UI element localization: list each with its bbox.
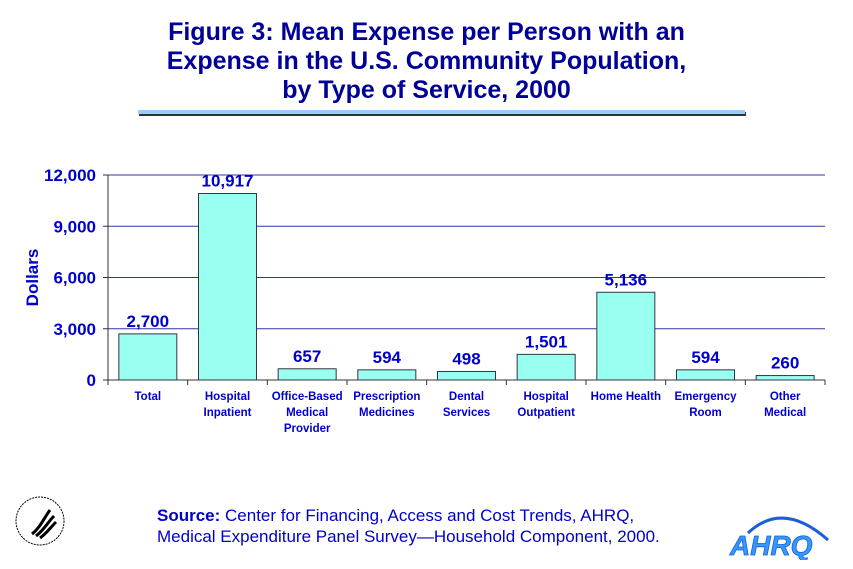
source-label: Source: [157, 506, 221, 525]
x-tick-label: Hospital Inpatient [204, 391, 252, 419]
hhs-logo [15, 496, 65, 546]
y-tick-label: 9,000 [53, 217, 96, 236]
x-tick-label: Other Medical [764, 391, 806, 419]
source-note: Source: Center for Financing, Access and… [157, 505, 660, 547]
data-label: 5,136 [605, 270, 648, 289]
data-label: 594 [373, 348, 402, 367]
source-text: Center for Financing, Access and Cost Tr… [220, 506, 635, 525]
data-label: 1,501 [525, 332, 568, 351]
y-axis-label: Dollars [23, 249, 42, 307]
x-tick-label: Home Health [591, 391, 661, 403]
chart-title: Figure 3: Mean Expense per Person with a… [166, 18, 687, 104]
data-label: 594 [691, 348, 720, 367]
bar [118, 333, 178, 381]
data-label: 260 [771, 354, 799, 373]
data-label: 10,917 [202, 172, 254, 191]
bar [437, 370, 496, 381]
x-tick-label: Emergency Room [674, 391, 737, 419]
bar [277, 368, 337, 381]
y-tick-label: 6,000 [53, 269, 96, 288]
x-tick-label: Office-Based Medical Provider [272, 391, 343, 435]
bar [676, 369, 735, 381]
bar [516, 353, 576, 381]
y-tick-label: 0 [87, 371, 96, 390]
x-tick-label: Dental Services [443, 391, 490, 419]
x-tick-label: Prescription Medicines [353, 391, 420, 419]
source-text-line2: Medical Expenditure Panel Survey—Househo… [157, 527, 660, 546]
bar-chart: 0 3,000 6,000 9,000 12,000 Dollars 2,700 Total 1… [23, 166, 826, 435]
data-label: 498 [452, 349, 480, 368]
bar [755, 375, 815, 381]
bar [198, 193, 257, 381]
title-underline [138, 110, 745, 114]
data-label: 2,700 [127, 312, 170, 331]
bar [596, 291, 656, 381]
ahrq-logo: AHRQ [729, 516, 829, 560]
data-label: 657 [293, 347, 321, 366]
x-tick-label: Hospital Outpatient [517, 391, 575, 419]
bar [357, 369, 417, 381]
x-tick-label: Total [135, 391, 162, 403]
y-tick-label: 12,000 [44, 166, 96, 185]
y-tick-label: 3,000 [53, 320, 96, 339]
svg-text:AHRQ: AHRQ [729, 530, 813, 560]
